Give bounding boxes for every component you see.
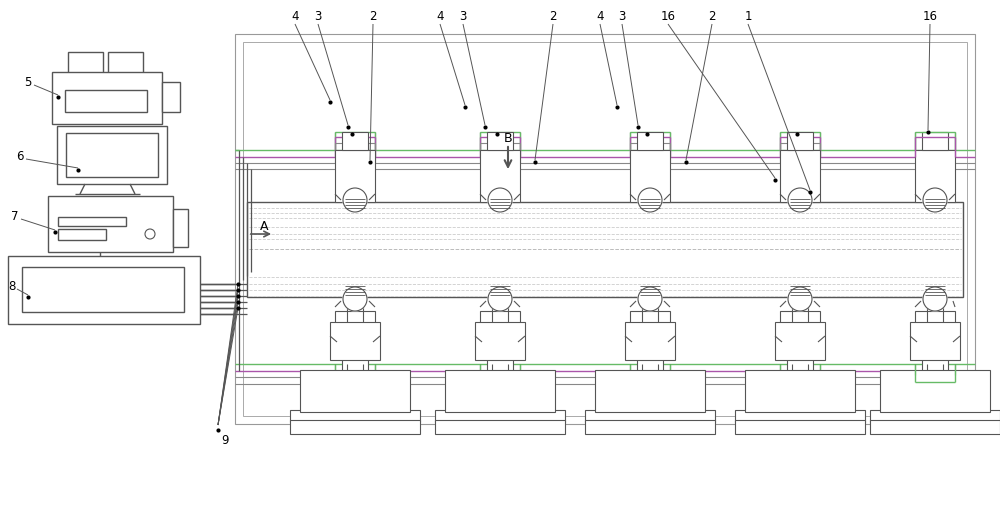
Text: 4: 4 xyxy=(596,11,604,24)
Text: 2: 2 xyxy=(549,11,557,24)
Bar xyxy=(780,311,820,359)
Bar xyxy=(625,322,675,360)
Bar xyxy=(335,311,375,359)
Text: 4: 4 xyxy=(291,11,299,24)
Bar xyxy=(630,311,670,359)
Bar xyxy=(48,196,173,252)
Circle shape xyxy=(343,287,367,311)
Bar xyxy=(480,311,520,359)
Text: 1: 1 xyxy=(744,11,752,24)
Bar xyxy=(585,410,715,422)
Circle shape xyxy=(788,287,812,311)
Text: 2: 2 xyxy=(708,11,716,24)
Bar xyxy=(247,202,963,297)
Bar xyxy=(435,410,565,422)
Bar xyxy=(595,370,705,412)
Bar xyxy=(445,370,555,412)
Bar xyxy=(335,150,375,202)
Bar xyxy=(290,420,420,434)
Text: 3: 3 xyxy=(459,11,467,24)
Bar xyxy=(775,322,825,360)
Bar xyxy=(787,132,813,150)
Circle shape xyxy=(923,188,947,212)
Bar xyxy=(922,357,948,375)
Bar xyxy=(342,132,368,150)
Bar xyxy=(630,150,670,202)
Bar xyxy=(745,370,855,412)
Circle shape xyxy=(488,188,512,212)
Bar xyxy=(235,34,975,424)
Text: 7: 7 xyxy=(11,210,19,224)
Text: 3: 3 xyxy=(314,11,322,24)
Bar xyxy=(487,132,513,150)
Bar xyxy=(787,357,813,375)
Bar xyxy=(637,357,663,375)
Bar xyxy=(487,357,513,375)
Circle shape xyxy=(638,287,662,311)
Bar xyxy=(300,370,410,412)
Bar xyxy=(915,150,955,202)
Text: 8: 8 xyxy=(8,281,16,293)
Bar xyxy=(637,132,663,150)
Bar xyxy=(22,267,184,312)
Bar xyxy=(870,420,1000,434)
Bar xyxy=(735,410,865,422)
Bar xyxy=(8,256,200,324)
Circle shape xyxy=(638,188,662,212)
Text: 4: 4 xyxy=(436,11,444,24)
Bar xyxy=(435,420,565,434)
Text: A: A xyxy=(260,221,268,233)
Bar xyxy=(68,52,103,74)
Circle shape xyxy=(923,287,947,311)
Bar xyxy=(475,322,525,360)
Bar xyxy=(342,357,368,375)
Bar xyxy=(290,410,420,422)
Circle shape xyxy=(788,188,812,212)
Text: 3: 3 xyxy=(618,11,626,24)
Circle shape xyxy=(343,188,367,212)
Bar xyxy=(173,209,188,247)
Circle shape xyxy=(488,287,512,311)
Text: 6: 6 xyxy=(16,151,24,163)
Text: 16: 16 xyxy=(660,11,676,24)
Text: 5: 5 xyxy=(24,75,32,89)
Bar xyxy=(66,133,158,177)
Bar xyxy=(780,150,820,202)
Text: 16: 16 xyxy=(922,11,938,24)
Bar xyxy=(915,311,955,359)
Bar xyxy=(108,52,143,74)
Bar xyxy=(910,322,960,360)
Bar xyxy=(58,229,106,240)
Text: 9: 9 xyxy=(221,434,229,446)
Bar xyxy=(57,126,167,184)
Text: 2: 2 xyxy=(369,11,377,24)
Bar xyxy=(735,420,865,434)
Bar xyxy=(52,72,162,124)
Bar xyxy=(330,322,380,360)
Bar xyxy=(870,410,1000,422)
Text: B: B xyxy=(504,133,512,145)
Bar xyxy=(58,217,126,226)
Bar xyxy=(65,90,147,112)
Bar xyxy=(585,420,715,434)
Bar xyxy=(480,150,520,202)
Bar xyxy=(162,82,180,112)
Bar xyxy=(880,370,990,412)
Bar xyxy=(243,42,967,416)
Bar xyxy=(922,132,948,150)
